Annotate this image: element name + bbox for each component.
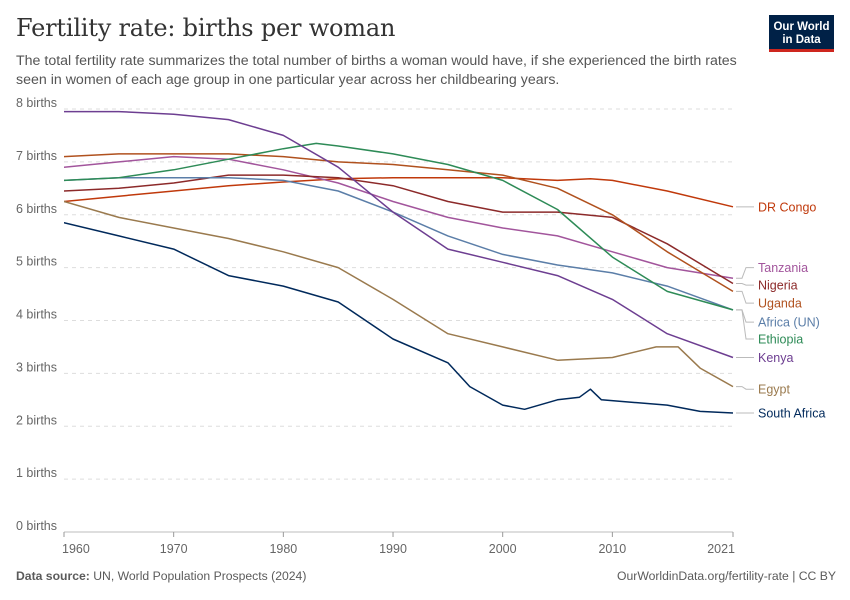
- label-connector: [736, 283, 754, 286]
- axes: 0 births 1 births 2 births 3 births 4 births…: [16, 96, 735, 556]
- logo-line-1: Our World: [773, 21, 830, 33]
- data-source-label: Data source:: [16, 569, 90, 583]
- y-tick-label: 4 births: [16, 308, 57, 322]
- y-tick-label: 1 births: [16, 466, 57, 480]
- series-label: South Africa: [758, 407, 825, 421]
- series-label: Nigeria: [758, 279, 798, 293]
- x-tick-label: 1980: [269, 542, 297, 556]
- data-source-text[interactable]: UN, World Population Prospects (2024): [93, 569, 307, 583]
- x-tick-label: 2021: [707, 542, 735, 556]
- label-connector: [736, 267, 754, 279]
- series-line: [64, 200, 734, 388]
- credit-link[interactable]: OurWorldinData.org/fertility-rate | CC B…: [617, 569, 836, 583]
- chart-title: Fertility rate: births per woman: [16, 14, 396, 42]
- series-label: Africa (UN): [758, 316, 820, 330]
- y-tick-label: 6 births: [16, 202, 57, 216]
- series-line: [64, 174, 734, 285]
- series-lines: [64, 110, 734, 414]
- series-line: [64, 153, 734, 293]
- series-line: [64, 176, 734, 208]
- series-line: [64, 110, 734, 359]
- series-line: [64, 221, 734, 414]
- x-tick-label: 2010: [598, 542, 626, 556]
- label-connector: [736, 386, 754, 390]
- series-label: DR Congo: [758, 200, 816, 214]
- x-tick-label: 2000: [489, 542, 517, 556]
- series-line: [64, 142, 734, 311]
- label-connector: [736, 309, 754, 340]
- data-source: Data source: UN, World Population Prospe…: [16, 569, 306, 583]
- owid-logo[interactable]: Our World in Data: [769, 15, 834, 52]
- series-labels: DR Congo Tanzania Nigeria Uganda Africa (UN)…: [736, 200, 825, 421]
- label-connector: [736, 290, 754, 304]
- x-tick-label: 1990: [379, 542, 407, 556]
- y-tick-label: 8 births: [16, 96, 57, 110]
- series-label: Uganda: [758, 297, 802, 311]
- y-tick-label: 5 births: [16, 255, 57, 269]
- y-tick-label: 3 births: [16, 360, 57, 374]
- x-tick-label: 1960: [62, 542, 90, 556]
- logo-line-2: in Data: [782, 34, 821, 46]
- y-tick-label: 2 births: [16, 413, 57, 427]
- series-line: [64, 155, 734, 279]
- y-tick-label: 7 births: [16, 149, 57, 163]
- label-connector: [736, 309, 754, 323]
- series-label: Tanzania: [758, 261, 808, 275]
- series-label: Egypt: [758, 383, 790, 397]
- series-label: Ethiopia: [758, 333, 803, 347]
- chart-subtitle: The total fertility rate summarizes the …: [16, 53, 737, 88]
- series-label: Kenya: [758, 351, 793, 365]
- y-tick-label: 0 births: [16, 519, 57, 533]
- gridlines: [64, 108, 733, 533]
- x-tick-label: 1970: [160, 542, 188, 556]
